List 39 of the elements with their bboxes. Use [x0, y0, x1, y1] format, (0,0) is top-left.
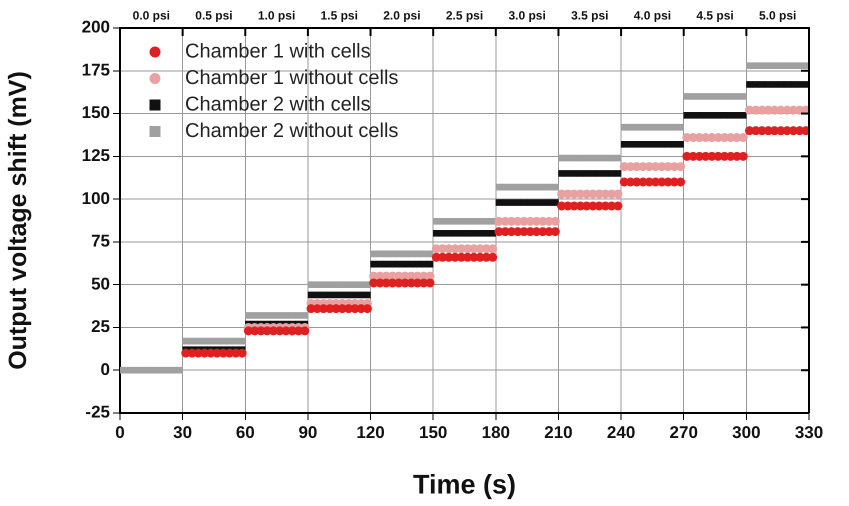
- legend-label: Chamber 1 with cells: [185, 40, 371, 63]
- y-tick-label: 200: [82, 18, 110, 37]
- text: 0.5 psi: [195, 8, 233, 22]
- y-tick-label: 175: [82, 60, 110, 80]
- text: 4.0 psi: [634, 8, 672, 22]
- text: 5.0 psi: [759, 8, 796, 22]
- x-tick-label: 180: [482, 422, 510, 442]
- y-tick-label: 25: [91, 317, 110, 336]
- y-tick-label: 125: [82, 146, 110, 166]
- y-axis-title: Output voltage shift (mV): [4, 71, 32, 370]
- legend-label: Chamber 2 without cells: [185, 120, 398, 142]
- x-tick-label: 210: [544, 422, 573, 442]
- text: 2.0 psi: [383, 8, 421, 22]
- x-tick-label: 150: [418, 422, 448, 442]
- text: 0.0 psi: [132, 8, 170, 22]
- x-tick-label: 270: [670, 422, 698, 442]
- x-tick-label: 0: [115, 422, 125, 442]
- legend-label: Chamber 2 with cells: [185, 94, 371, 116]
- x-axis-title: Time (s): [412, 469, 516, 500]
- y-tick-label: 150: [82, 103, 110, 122]
- x-tick-label: 300: [732, 422, 761, 442]
- x-tick-label: 90: [298, 422, 318, 442]
- legend-label: Chamber 1 without cells: [185, 67, 398, 90]
- x-tick-label: 330: [794, 422, 824, 442]
- y-tick-label: -25: [85, 402, 110, 422]
- text: 4.5 psi: [696, 8, 734, 22]
- text: 2.5 psi: [446, 8, 484, 22]
- text: 1.5 psi: [320, 8, 358, 22]
- text: 1.0 psi: [258, 8, 296, 22]
- y-tick-label: 50: [91, 274, 110, 294]
- x-tick-label: 30: [173, 422, 192, 442]
- y-tick-label: 75: [91, 232, 110, 251]
- x-tick-label: 240: [606, 422, 636, 442]
- text: 3.0 psi: [508, 8, 546, 22]
- x-tick-label: 120: [356, 422, 385, 442]
- text: 3.5 psi: [571, 8, 608, 22]
- x-tick-label: 60: [236, 422, 255, 442]
- y-tick-label: 0: [100, 360, 110, 379]
- y-tick-label: 100: [82, 188, 110, 208]
